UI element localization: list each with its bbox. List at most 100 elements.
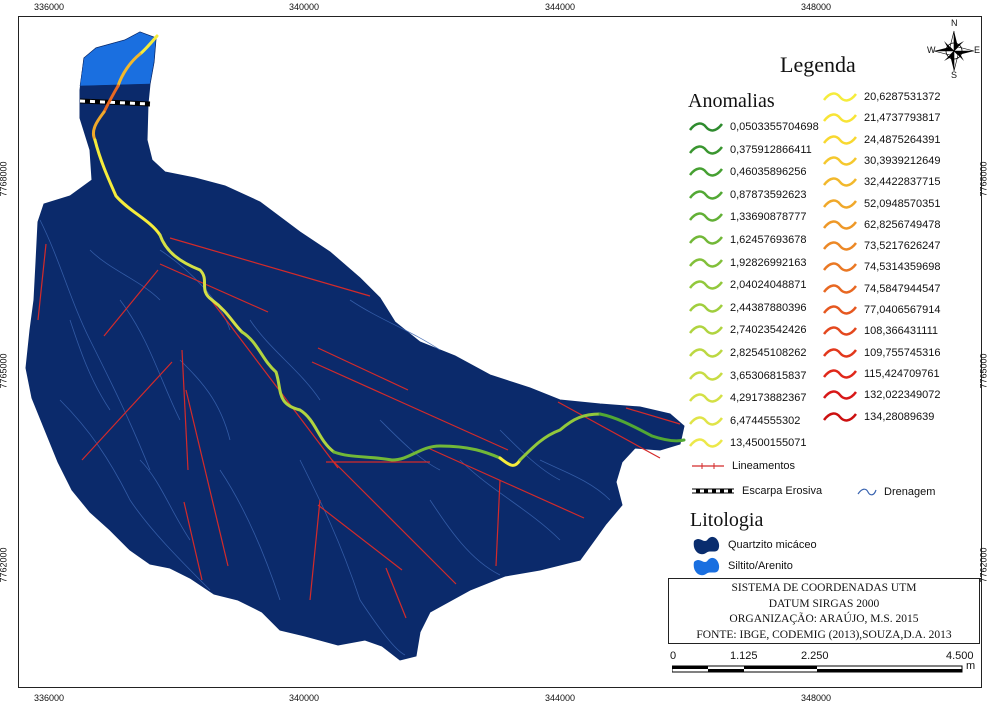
anomalia-label: 20,6287531372 <box>864 91 941 103</box>
legend-siltito: Siltito/Arenito <box>692 556 793 576</box>
anomalia-line-icon <box>689 190 723 200</box>
anomalia-line-icon <box>823 262 857 273</box>
compass-w: W <box>927 45 936 55</box>
anomalia-label: 134,28089639 <box>864 410 935 423</box>
anomalia-label: 109,755745316 <box>864 346 941 359</box>
anomalia-line-icon <box>689 416 723 426</box>
legend-quartzito: Quartzito micáceo <box>692 535 817 555</box>
anomalia-line-icon <box>823 156 857 166</box>
anomalia-line-icon <box>823 220 857 230</box>
anomalia-item: 73,5217626247 <box>822 238 940 254</box>
anomalias-title: Anomalias <box>688 90 775 112</box>
coord-bottom-3: 344000 <box>545 693 576 703</box>
anomalia-label: 132,022349072 <box>864 389 941 402</box>
siltito-area <box>79 31 157 87</box>
litologia-title: Litologia <box>690 509 764 531</box>
anomalia-item: 132,022349072 <box>822 387 940 403</box>
anomalia-item: 109,755745316 <box>822 345 940 361</box>
anomalia-item: 21,4737793817 <box>822 110 940 126</box>
anomalia-item: 52,0948570351 <box>822 196 940 212</box>
anomalia-label: 4,29173882367 <box>730 392 807 405</box>
anomalia-line-icon <box>823 198 857 209</box>
anomalia-line-icon <box>689 258 723 268</box>
anomalia-item: 0,0503355704698 <box>688 119 819 135</box>
coord-bottom-4: 348000 <box>801 693 832 703</box>
scale-bar-graphic <box>672 665 963 673</box>
anomalia-line-icon <box>689 167 723 177</box>
anomalia-label: 52,0948570351 <box>864 197 941 210</box>
anomalia-label: 21,4737793817 <box>864 112 941 125</box>
anomalia-item: 2,74023542426 <box>688 322 806 338</box>
info-line-4: FONTE: IBGE, CODEMIG (2013),SOUZA,D.A. 2… <box>696 628 952 641</box>
lineament-lines <box>37 237 681 619</box>
anomalia-line-icon <box>823 135 857 145</box>
anomalia-item: 0,375912866411 <box>688 142 812 158</box>
coord-top-4: 348000 <box>801 2 832 12</box>
anomalia-line-icon <box>823 390 857 400</box>
legend-title: Legenda <box>780 52 856 77</box>
anomalia-line-icon <box>823 369 857 379</box>
coord-top-2: 340000 <box>289 2 320 12</box>
drainage-symbol-icon <box>857 488 877 496</box>
anomalia-line-icon <box>823 177 857 187</box>
anomalia-item: 0,87873592623 <box>688 187 806 203</box>
compass-e: E <box>974 45 981 55</box>
legend-lineamentos-label: Lineamentos <box>732 460 795 472</box>
anomalia-label: 74,5847944547 <box>864 282 941 295</box>
anomalia-item: 13,4500155071 <box>688 435 806 451</box>
anomaly-river <box>91 34 686 467</box>
anomalia-line-icon <box>689 348 723 358</box>
scale-label-0: 0 <box>670 650 677 662</box>
scale-bar: 0 1.125 2.250 4.500 m <box>670 650 980 678</box>
anomalia-line-icon <box>823 92 857 102</box>
anomalia-label: 6,4744555302 <box>730 414 801 427</box>
anomalia-item: 24,4875264391 <box>822 132 940 148</box>
anomalia-label: 2,44387880396 <box>730 301 807 314</box>
anomalia-line-icon <box>689 212 723 223</box>
anomalia-label: 24,4875264391 <box>864 133 941 146</box>
anomalia-label: 0,87873592623 <box>730 188 807 201</box>
info-line-3: ORGANIZAÇÃO: ARAÚJO, M.S. 2015 <box>729 613 919 625</box>
anomalia-item: 62,8256749478 <box>822 217 940 233</box>
anomalia-line-icon <box>823 241 857 251</box>
anomalia-item: 1,92826992163 <box>688 255 806 271</box>
anomalia-item: 134,28089639 <box>822 409 934 425</box>
anomalia-line-icon <box>689 145 723 155</box>
compass-n: N <box>951 18 958 28</box>
anomalia-item: 0,46035896256 <box>688 164 806 180</box>
anomalia-line-icon <box>823 411 857 422</box>
quartzito-swatch-icon <box>693 536 720 555</box>
anomalia-item: 115,424709761 <box>822 366 940 382</box>
anomalia-item: 108,366431111 <box>822 323 938 339</box>
anomalia-label: 108,366431111 <box>864 325 939 338</box>
anomalia-line-icon <box>689 235 723 245</box>
anomalia-line-icon <box>689 371 723 381</box>
anomalia-label: 62,8256749478 <box>864 218 941 231</box>
anomalia-label: 32,4422837715 <box>864 176 941 189</box>
anomalia-item: 6,4744555302 <box>688 413 800 429</box>
anomalia-label: 73,5217626247 <box>864 240 941 253</box>
anomalia-item: 2,44387880396 <box>688 300 806 316</box>
anomalia-item: 1,33690878777 <box>688 209 806 225</box>
anomalia-label: 2,04024048871 <box>730 279 807 292</box>
anomalia-label: 0,0503355704698 <box>730 121 819 133</box>
anomalia-label: 0,46035896256 <box>730 166 807 179</box>
anomalia-label: 1,92826992163 <box>730 256 807 269</box>
anomalia-line-icon <box>823 326 857 337</box>
legend-quartzito-label: Quartzito micáceo <box>728 538 817 551</box>
coord-bottom-2: 340000 <box>289 693 320 703</box>
legend-drenagem-label: Drenagem <box>884 486 936 498</box>
anomalia-label: 0,375912866411 <box>730 143 812 156</box>
anomalia-item: 30,3939212649 <box>822 153 940 169</box>
anomalia-item: 77,0406567914 <box>822 302 940 318</box>
anomalia-label: 74,5314359698 <box>864 261 941 274</box>
info-line-2: DATUM SIRGAS 2000 <box>768 597 880 610</box>
anomalia-item: 3,65306815837 <box>688 368 806 384</box>
anomalia-label: 1,62457693678 <box>730 234 807 246</box>
legend-escarpa-label: Escarpa Erosiva <box>742 485 823 497</box>
anomalia-label: 1,33690878777 <box>730 211 807 224</box>
anomalia-line-icon <box>689 303 723 313</box>
anomalia-label: 77,0406567914 <box>864 304 941 316</box>
anomalia-line-icon <box>689 438 723 449</box>
